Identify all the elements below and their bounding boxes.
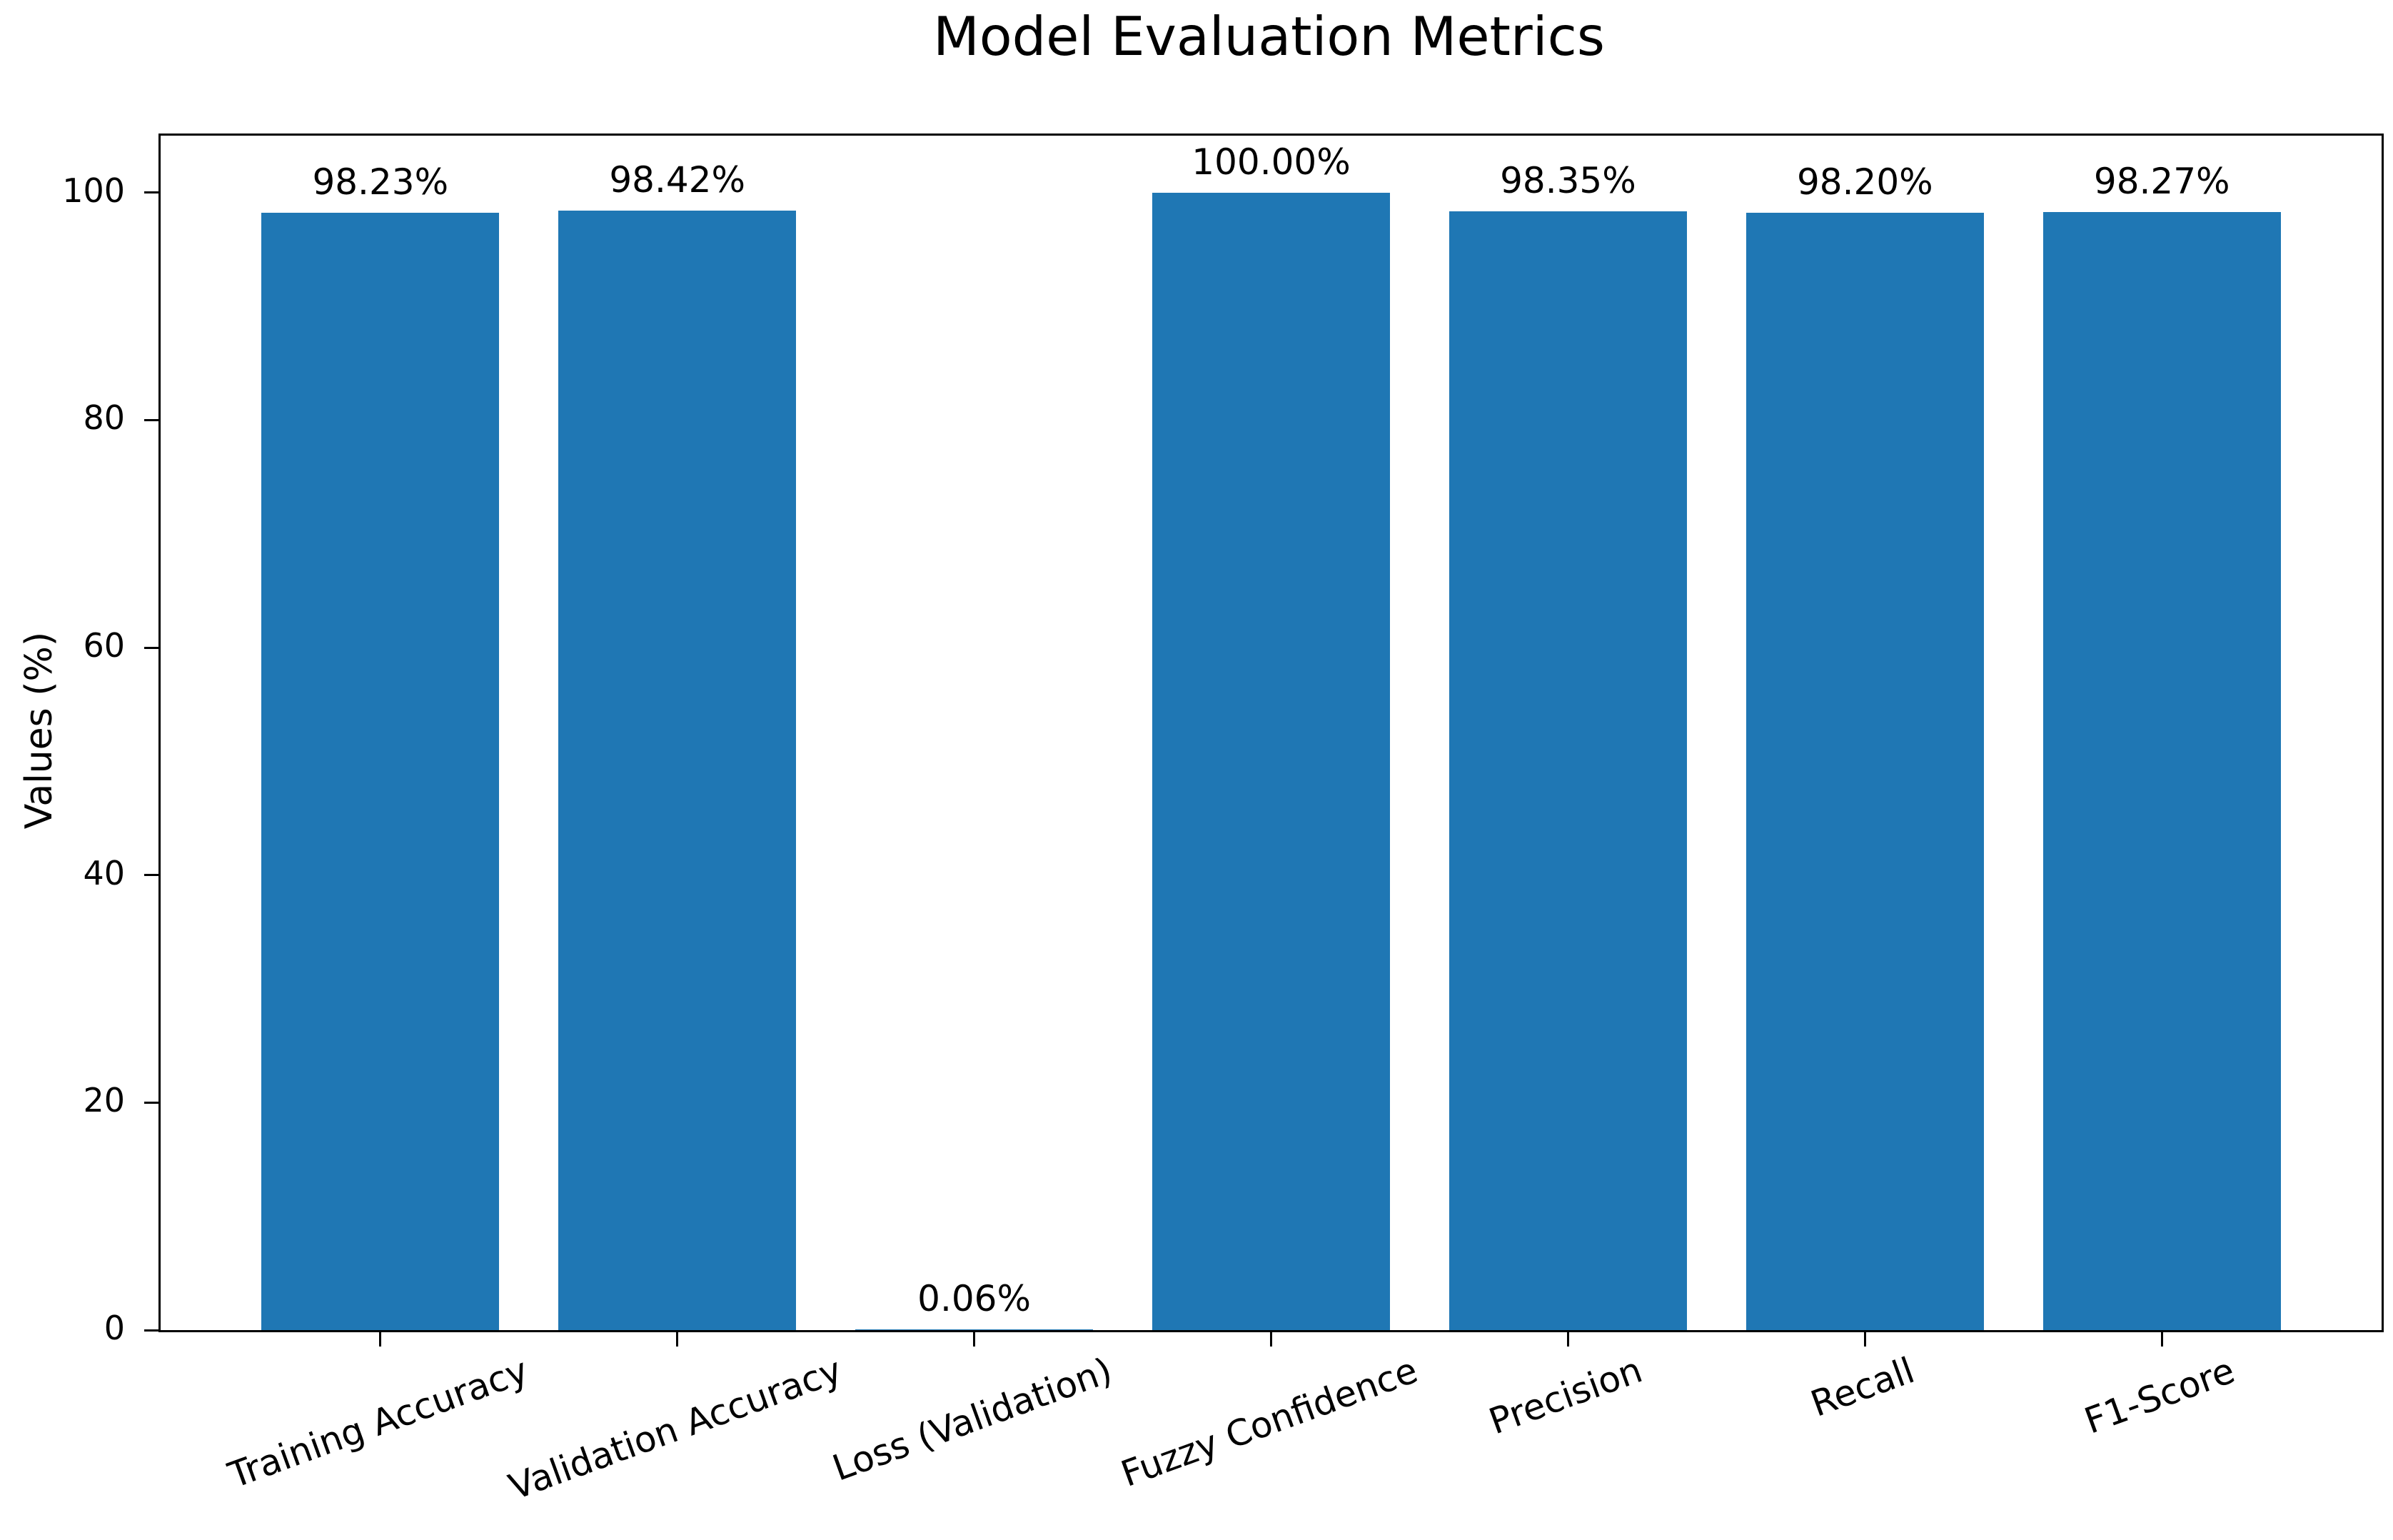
x-tick-mark [379, 1332, 382, 1347]
y-tick-mark [144, 646, 158, 649]
y-tick-mark [144, 191, 158, 194]
y-tick-mark [144, 874, 158, 877]
chart-title: Model Evaluation Metrics [933, 5, 1605, 68]
bar-value-label: 98.42% [609, 158, 745, 201]
x-tick-label: Fuzzy Confidence [1115, 1349, 1423, 1495]
bar [558, 210, 797, 1330]
bar-value-label: 98.35% [1500, 159, 1636, 201]
y-tick-mark [144, 1329, 158, 1332]
y-tick-label: 60 [83, 626, 125, 665]
y-tick-label: 20 [83, 1081, 125, 1120]
bar-value-label: 98.27% [2093, 161, 2230, 203]
plot-area: 98.23% 98.42% 0.06% 100.00% 98.35% 98.20% 98.2… [144, 134, 2384, 1347]
bar [1745, 213, 1984, 1330]
y-tick-label: 0 [104, 1309, 125, 1347]
x-tick-mark [1863, 1332, 1866, 1347]
x-tick-mark [2160, 1332, 2163, 1347]
y-tick-label: 100 [62, 171, 125, 210]
x-tick-label: Recall [1805, 1349, 1920, 1425]
bar [855, 1329, 1093, 1330]
x-tick-label: Validation Accuracy [503, 1349, 847, 1509]
x-tick-mark [676, 1332, 679, 1347]
x-tick-label: Precision [1483, 1349, 1648, 1443]
bar [1449, 211, 1687, 1330]
bar-value-label: 0.06% [917, 1278, 1031, 1319]
x-tick-mark [1270, 1332, 1272, 1347]
x-tick-label: Loss (Validation) [827, 1349, 1117, 1489]
bar [1152, 192, 1390, 1330]
x-tick-label: Training Accuracy [223, 1349, 534, 1496]
y-tick-label: 40 [83, 853, 125, 892]
y-tick-mark [144, 1101, 158, 1104]
bar-value-label: 98.20% [1796, 161, 1933, 203]
x-tick-mark [1566, 1332, 1569, 1347]
x-tick-label: F1-Score [2079, 1349, 2240, 1442]
y-tick-label: 80 [83, 398, 125, 438]
bar-value-label: 98.23% [312, 161, 449, 203]
bar [261, 212, 500, 1330]
bar [2042, 212, 2281, 1330]
y-tick-mark [144, 418, 158, 421]
bar-value-label: 100.00% [1192, 141, 1351, 183]
x-tick-mark [973, 1332, 976, 1347]
